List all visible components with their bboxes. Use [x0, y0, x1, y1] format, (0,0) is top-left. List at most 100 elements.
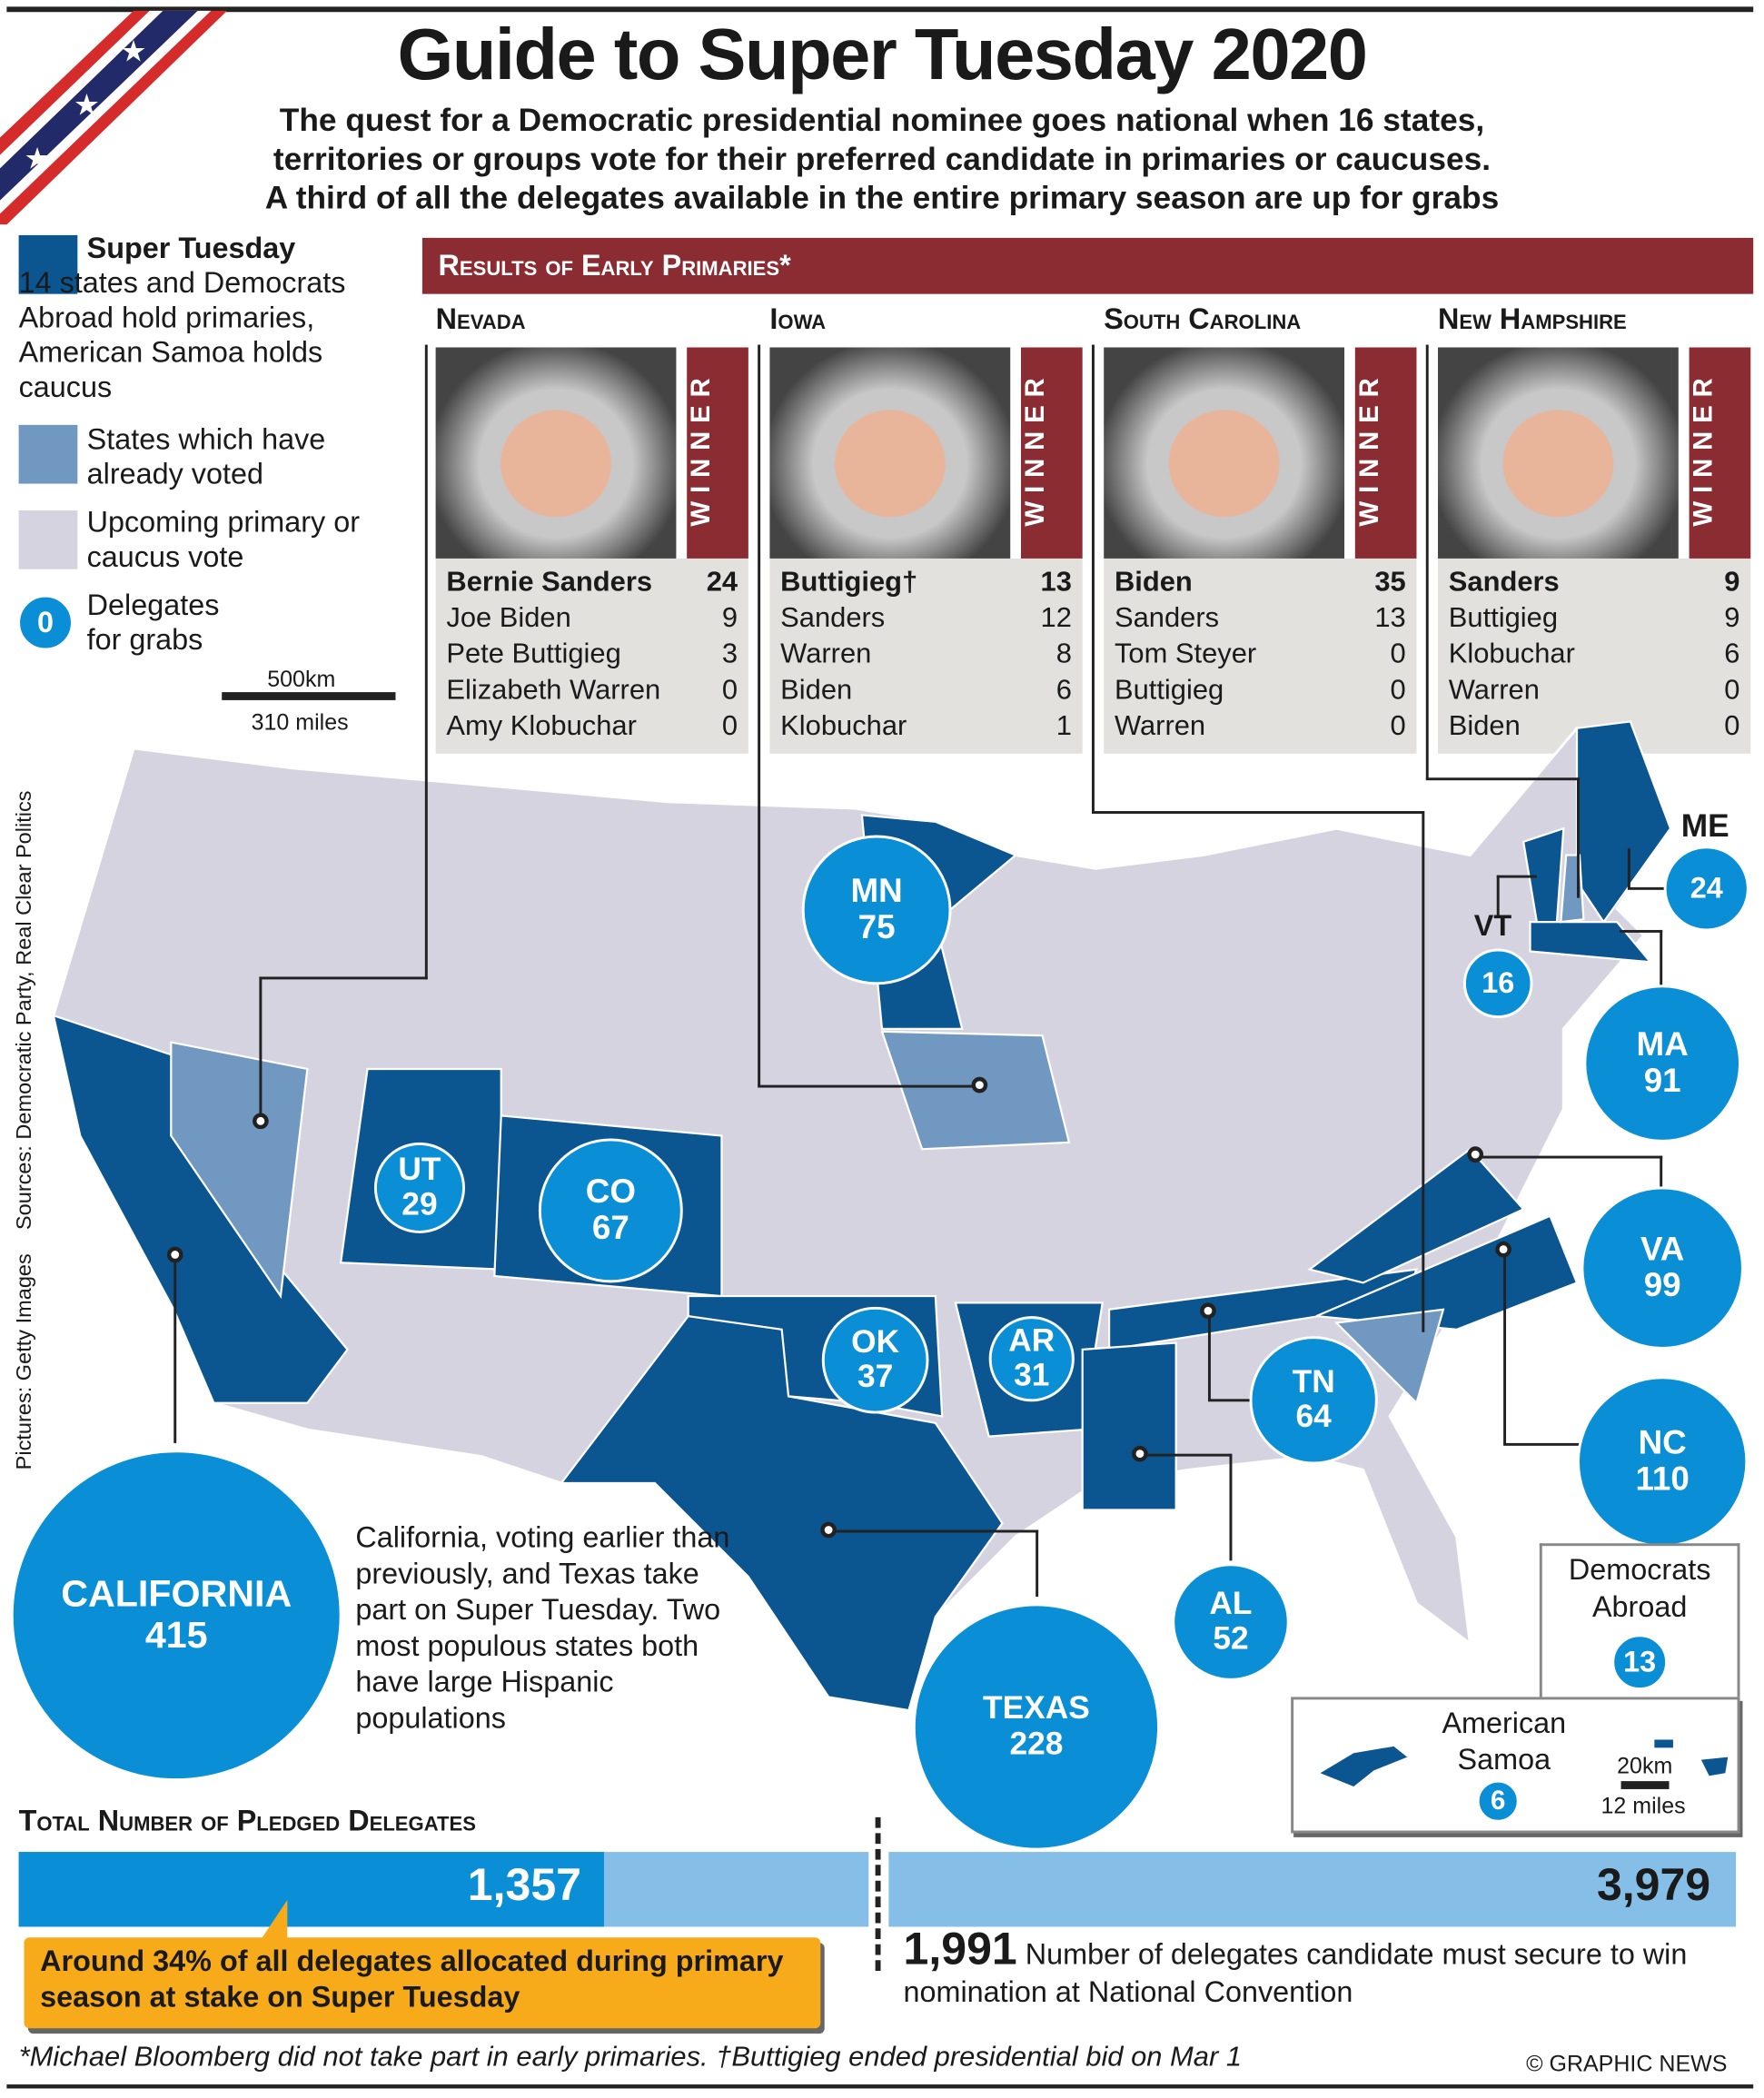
table-row: Buttigieg 9	[1449, 600, 1740, 637]
callout-box: Around 34% of all delegates allocated du…	[24, 1937, 821, 2029]
delegates: 0	[721, 710, 738, 742]
delegates: 3	[721, 638, 738, 670]
delegate-bubble-ma: MA 91	[1583, 985, 1741, 1143]
samoa-bubble: 6	[1476, 1779, 1520, 1823]
candidate: Amy Klobuchar	[446, 710, 637, 742]
winner-label: WINNER	[1020, 347, 1083, 559]
delegates: 9	[1724, 602, 1740, 634]
delegate-bubble-tn: TN 64	[1249, 1336, 1378, 1465]
delegates: 0	[1390, 710, 1406, 742]
scale-miles: 310 miles	[251, 709, 349, 736]
delegates: 0	[1390, 674, 1406, 706]
winner-label: WINNER	[1354, 347, 1417, 559]
delegates: 35	[1374, 566, 1406, 598]
table-row: Sanders 13	[1115, 600, 1406, 637]
table-row: Buttigieg 0	[1115, 672, 1406, 708]
table-row: Klobuchar 6	[1449, 636, 1740, 672]
delegates: 0	[1724, 710, 1740, 742]
candidate: Warren	[1448, 674, 1540, 706]
table-row: Bernie Sanders 24	[446, 564, 738, 600]
delegate-bubble-ok: OK 37	[821, 1306, 929, 1414]
state-sc	[1333, 1308, 1445, 1405]
results-column-iowa: Iowa WINNER Buttigieg† 13 Sanders 12 Warren 8…	[769, 297, 1085, 754]
candidate: Biden	[1114, 566, 1193, 598]
table-row: Amy Klobuchar 0	[446, 708, 738, 745]
candidate: Buttigieg	[1114, 674, 1224, 706]
state-nv	[170, 1041, 309, 1300]
delegates: 8	[1055, 638, 1072, 670]
candidate: Tom Steyer	[1114, 638, 1257, 670]
delegates: 9	[1724, 566, 1740, 598]
results-column-new-hampshire: New Hampshire WINNER Sanders 9 Buttigieg 9 K…	[1438, 297, 1753, 754]
delegates: 6	[1055, 674, 1072, 706]
upcoming-states	[52, 727, 1672, 1712]
delegate-bubble-ut: UT 29	[373, 1142, 465, 1233]
delegate-bubble-vt: 16	[1462, 948, 1533, 1019]
winner-photo	[435, 347, 677, 559]
ca-tx-note: California, voting earlier than previous…	[355, 1520, 730, 1735]
table-row: Biden 35	[1115, 564, 1406, 600]
delegate-bubble-ca: CALIFORNIA 415	[10, 1450, 342, 1782]
winner-photo	[1104, 347, 1345, 559]
delegate-bubble-nc: NC 110	[1577, 1376, 1749, 1548]
svg-text:★: ★	[120, 35, 146, 68]
footnote: *Michael Bloomberg did not take part in …	[18, 2041, 1242, 2073]
table-row: Sanders 9	[1449, 564, 1740, 600]
candidate: Biden	[1448, 710, 1521, 742]
delegates: 13	[1040, 566, 1072, 598]
table-row: Biden 6	[780, 672, 1072, 708]
candidate: Bernie Sanders	[446, 566, 653, 598]
svg-text:★: ★	[74, 89, 100, 122]
delegates: 6	[1724, 638, 1740, 670]
samoa-islands	[1320, 1739, 1729, 1786]
delegates: 13	[1374, 602, 1406, 634]
legend-swatch-super-tuesday	[18, 234, 78, 294]
subtitle: The quest for a Democratic presidential …	[264, 103, 1500, 217]
legend-voted: States which have already voted	[86, 421, 326, 490]
delegate-bubble-co: CO 67	[538, 1138, 683, 1283]
samoa-scale-miles: 12 miles	[1600, 1793, 1686, 1819]
results-table: Buttigieg† 13 Sanders 12 Warren 8 Biden 6 Klobuc…	[769, 558, 1083, 754]
totals-heading: Total Number of Pledged Delegates	[18, 1804, 476, 1837]
super-tuesday-total: 1,357	[467, 1859, 581, 1911]
bottom-rule	[6, 2084, 1754, 2089]
results-table: Sanders 9 Buttigieg 9 Klobuchar 6 Warren 0 Biden…	[1438, 558, 1751, 754]
legend-delegates: Delegates for grabs	[86, 588, 220, 657]
democrats-abroad-label: Democrats Abroad	[1568, 1552, 1711, 1624]
state-me	[1575, 720, 1672, 925]
legend-bubble: 0	[17, 594, 74, 651]
state-name: South Carolina	[1104, 302, 1302, 336]
delegate-bubble-va: VA 99	[1581, 1186, 1744, 1350]
table-row: Warren 0	[1449, 672, 1740, 708]
table-row: Biden 0	[1449, 708, 1740, 745]
scale-bar	[222, 692, 396, 700]
delegate-bubble-ar: AR 31	[988, 1316, 1075, 1402]
candidate: Klobuchar	[1448, 638, 1575, 670]
candidate: Sanders	[1114, 602, 1220, 634]
top-rule	[6, 6, 1754, 13]
candidate: Warren	[1114, 710, 1206, 742]
table-row: Buttigieg† 13	[780, 564, 1072, 600]
needed-delegates: 1,991 Number of delegates candidate must…	[903, 1924, 1688, 2009]
page-title: Guide to Super Tuesday 2020	[397, 15, 1367, 95]
state-name: Iowa	[769, 302, 827, 336]
results-column-south-carolina: South Carolina WINNER Biden 35 Sanders 13 To…	[1104, 297, 1419, 754]
grand-total: 3,979	[1596, 1859, 1711, 1911]
svg-text:★: ★	[24, 142, 50, 174]
candidate: Warren	[780, 638, 872, 670]
candidate: Biden	[780, 674, 853, 706]
state-tx	[559, 1314, 1004, 1712]
results-column-nevada: Nevada WINNER Bernie Sanders 24 Joe Biden 9…	[435, 297, 751, 754]
table-row: Pete Buttigieg 3	[446, 636, 738, 672]
results-table: Bernie Sanders 24 Joe Biden 9 Pete Buttigieg…	[435, 558, 748, 754]
vt-label: VT	[1473, 908, 1512, 943]
delegates: 12	[1040, 602, 1072, 634]
state-name: Nevada	[435, 302, 526, 336]
delegates: 1	[1055, 710, 1072, 742]
democrats-abroad-box: Democrats Abroad 13	[1539, 1543, 1740, 1697]
state-name: New Hampshire	[1438, 302, 1627, 336]
candidate: Sanders	[1448, 566, 1560, 598]
candidate: Pete Buttigieg	[446, 638, 621, 670]
results-banner: Results of Early Primaries*	[421, 237, 1754, 294]
legend-swatch-upcoming	[18, 510, 78, 569]
